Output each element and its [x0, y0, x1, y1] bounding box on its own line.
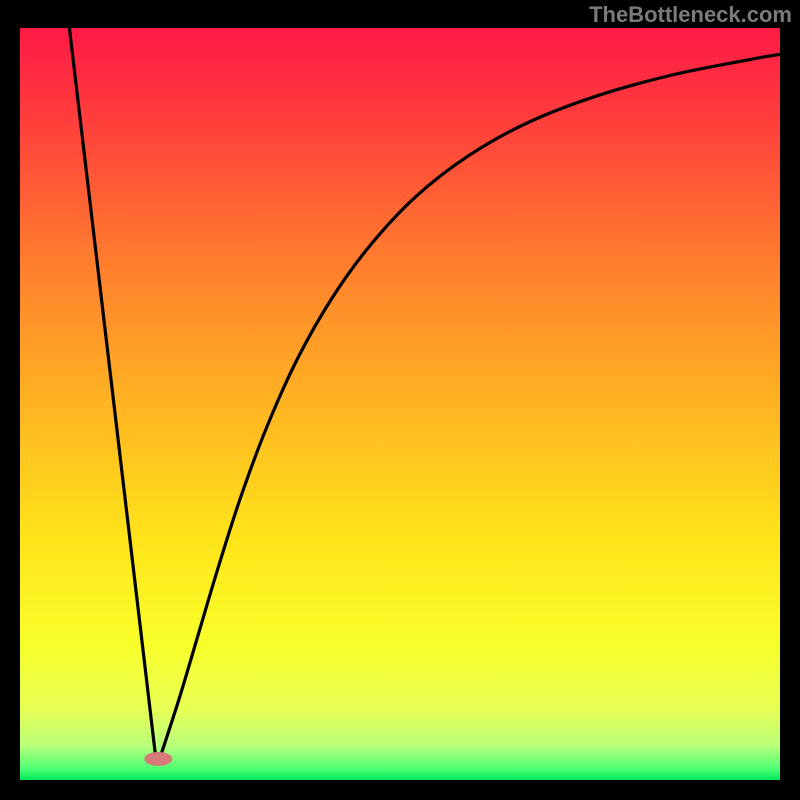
bottleneck-chart	[0, 0, 800, 800]
chart-container: { "watermark": { "text": "TheBottleneck.…	[0, 0, 800, 800]
watermark-text: TheBottleneck.com	[589, 2, 792, 28]
plot-background	[20, 28, 780, 780]
minimum-marker	[144, 752, 172, 766]
